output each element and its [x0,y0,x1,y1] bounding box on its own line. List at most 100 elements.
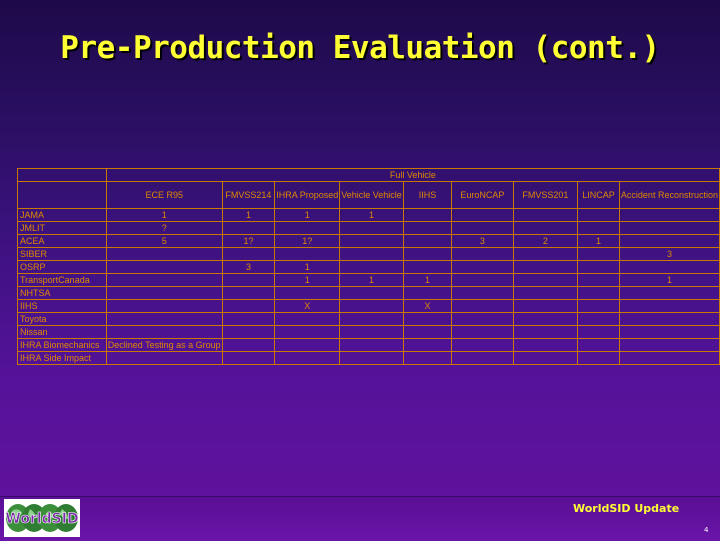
table-cell [105,247,223,261]
table-row: IHRA Biomechanics Declined Testing as a G… [17,338,720,352]
table-cell [512,299,579,313]
table-cell [577,299,620,313]
table-header-empty-cell [17,181,107,209]
table-cell [618,312,720,326]
page-number: 4 [704,526,709,534]
column-header: Accident Reconstruction [618,181,720,209]
table-row: IHRA Side Impact [17,351,720,365]
column-header: LINCAP [577,181,620,209]
table-cell [451,299,514,313]
table-cell [402,286,453,300]
row-label: IIHS [17,299,107,313]
row-label: Toyota [17,312,107,326]
table-cell: 1 [274,260,341,274]
table-cell [339,351,404,365]
column-header: IHRA Proposed [274,181,341,209]
table-cell [402,338,453,352]
table-cell [339,221,404,235]
table-cell [512,221,579,235]
table-cell [618,325,720,339]
table-cell [402,234,453,248]
table-row: TransportCanada 1 1 1 1 [17,273,720,287]
table-cell [512,208,579,222]
table-cell [339,234,404,248]
table-cell: X [274,299,341,313]
table-cell [402,247,453,261]
table-cell [402,325,453,339]
table-cell [618,351,720,365]
svg-text:WorldSID: WorldSID [5,511,78,527]
table-row: Nissan [17,325,720,339]
table-cell [339,325,404,339]
table-cell [274,351,341,365]
table-cell [577,286,620,300]
table-cell [451,273,514,287]
table-cell [451,208,514,222]
table-cell [402,221,453,235]
evaluation-table: Full Vehicle ECE R95 FMVSS214 IHRA Propose… [17,168,720,365]
table-cell [221,351,276,365]
table-cell [577,351,620,365]
table-cell: 1 [274,208,341,222]
footer-title: WorldSID Update [573,502,680,515]
table-cell [577,273,620,287]
table-cell [402,312,453,326]
table-cell [618,234,720,248]
table-cell [451,312,514,326]
table-cell [512,260,579,274]
table-row: NHTSA [17,286,720,300]
table-cell [451,338,514,352]
table-cell [618,299,720,313]
table-cell [105,299,223,313]
table-cell [451,247,514,261]
table-cell [451,260,514,274]
row-label: JAMA [17,208,107,222]
column-header: EuroNCAP [451,181,514,209]
table-row: JAMA 1 1 1 1 [17,208,720,222]
table-cell [451,351,514,365]
table-cell [274,247,341,261]
table-cell [512,338,579,352]
footer-bar [0,496,720,541]
table-cell: 3 [221,260,276,274]
table-cell [451,221,514,235]
column-header: FMVSS201 [512,181,579,209]
table-cell [105,286,223,300]
table-cell: 1 [274,273,341,287]
table-row: IIHS X X [17,299,720,313]
table-cell: 3 [618,247,720,261]
table-cell [577,247,620,261]
table-cell: 1 [402,273,453,287]
table-cell [577,338,620,352]
row-label: TransportCanada [17,273,107,287]
table-cell: X [402,299,453,313]
row-label: NHTSA [17,286,107,300]
table-cell: 2 [512,234,579,248]
table-cell [451,286,514,300]
table-cell [339,247,404,261]
table-cell: 1 [339,273,404,287]
table-cell: 1 [577,234,620,248]
row-label: Nissan [17,325,107,339]
table-cell: 1 [618,273,720,287]
table-cell [402,351,453,365]
table-cell [339,312,404,326]
table-cell [339,338,404,352]
table-cell [221,299,276,313]
table-cell [105,260,223,274]
row-label: JMLIT [17,221,107,235]
table-cell [105,312,223,326]
table-cell [339,260,404,274]
table-group-header-row: Full Vehicle [17,168,720,182]
row-note: Declined Testing as a Group [105,338,223,352]
table-cell: 1? [221,234,276,248]
table-cell [339,286,404,300]
table-cell: 5 [105,234,223,248]
table-cell [402,208,453,222]
table-cell: 1? [274,234,341,248]
table-cell [274,312,341,326]
table-cell [512,286,579,300]
table-cell [221,221,276,235]
column-header: FMVSS214 [221,181,276,209]
table-cell [618,260,720,274]
